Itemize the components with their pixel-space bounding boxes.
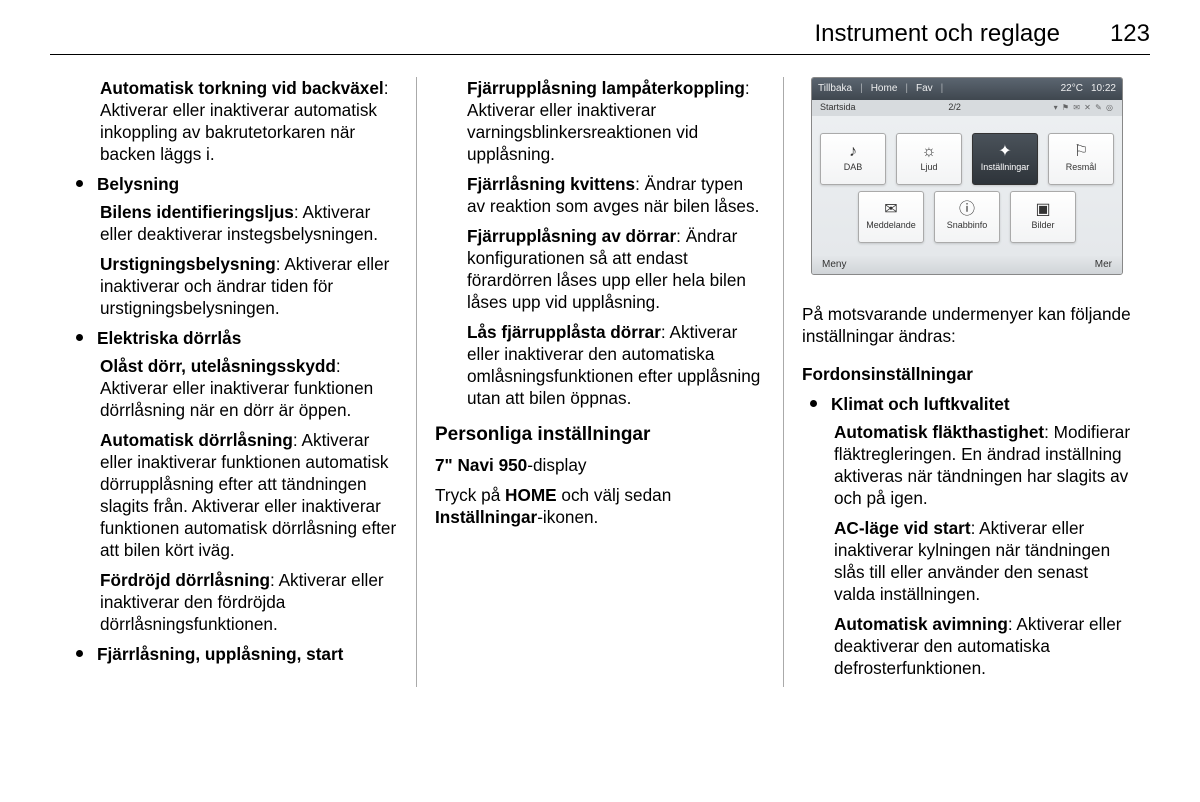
term: Fördröjd dörrlåsning	[100, 570, 270, 590]
tile-label: Resmål	[1066, 162, 1097, 174]
tile-label: DAB	[844, 162, 863, 174]
term: Fjärrupplåsning lampåterkopp­ling	[467, 78, 745, 98]
heading-personliga: Personliga inställningar	[435, 423, 765, 447]
bullet-label: Belysning	[97, 173, 179, 195]
tile-label: Ljud	[920, 162, 937, 174]
para: Automatisk fläkthastighet: Modi­fierar f…	[802, 421, 1132, 509]
term: Olåst dörr, utelåsningsskydd	[100, 356, 336, 376]
para: Olåst dörr, utelåsningsskydd: Aktiverar …	[68, 355, 398, 421]
tile-label: Snabbinfo	[947, 220, 988, 232]
column-1: Automatisk torkning vid backväxel: Aktiv…	[50, 77, 416, 687]
para: Urstigningsbelysning: Aktiverar eller in…	[68, 253, 398, 319]
para: Bilens identifieringsljus: Aktiverar ell…	[68, 201, 398, 245]
tile-label: Meddelande	[866, 220, 916, 232]
para: Fjärrlåsning kvittens: Ändrar typen av r…	[435, 173, 765, 217]
page-header: Instrument och reglage 123	[50, 20, 1150, 55]
tile-icon: ⚐	[1074, 144, 1088, 160]
status-time: 10:22	[1091, 83, 1116, 96]
para: Lås fjärrupplåsta dörrar: Aktive­rar ell…	[435, 321, 765, 409]
tile-icon: ☼	[922, 144, 937, 160]
term: Fjärrlåsning kvittens	[467, 174, 635, 194]
term: Automatisk avimning	[834, 614, 1008, 634]
column-2: Fjärrupplåsning lampåterkopp­ling: Aktiv…	[416, 77, 783, 687]
page-number: 123	[1110, 20, 1150, 48]
nav-back[interactable]: Tillbaka	[818, 83, 852, 96]
para: 7" Navi 950-display	[435, 454, 765, 476]
term: Automatisk fläkthastighet	[834, 422, 1044, 442]
tile-icon: ✉	[884, 202, 897, 218]
infotainment-screenshot: Tillbaka| Home| Fav| 22°C 10:22 Startsid…	[811, 77, 1123, 275]
bullet-dorrlas: Elektriska dörrlås	[68, 327, 398, 349]
tile-icon: ▣	[1035, 202, 1050, 218]
app-grid: ♪ DAB ☼ Ljud ✦ Inställningar ⚐ Resmål ✉ Meddeland…	[812, 116, 1122, 256]
term: Lås fjärrupplåsta dörrar	[467, 322, 661, 342]
term: AC-läge vid start	[834, 518, 971, 538]
bullet-label: Fjärrlåsning, upplåsning, start	[97, 643, 343, 665]
app-tile-meddelande[interactable]: ✉ Meddelande	[858, 191, 924, 243]
desc: -display	[527, 455, 586, 475]
term: Fjärrupplåsning av dörrar	[467, 226, 676, 246]
tile-label: Bilder	[1031, 220, 1054, 232]
page-indicator: 2/2	[948, 102, 961, 114]
bullet-icon	[76, 334, 83, 341]
bullet-icon	[810, 400, 817, 407]
para: Fördröjd dörrlåsning: Aktiverar eller in…	[68, 569, 398, 635]
app-tile-ljud[interactable]: ☼ Ljud	[896, 133, 962, 185]
bullet-icon	[76, 180, 83, 187]
nav-fav[interactable]: Fav	[916, 83, 933, 96]
device-topbar: Tillbaka| Home| Fav| 22°C 10:22	[812, 78, 1122, 100]
column-3: Tillbaka| Home| Fav| 22°C 10:22 Startsid…	[783, 77, 1150, 687]
para: På motsvarande undermenyer kan följande …	[802, 303, 1132, 347]
app-tile-bilder[interactable]: ▣ Bilder	[1010, 191, 1076, 243]
term: Urstigningsbelysning	[100, 254, 276, 274]
term: Automatisk dörrlåsning	[100, 430, 293, 450]
bullet-label: Elektriska dörrlås	[97, 327, 241, 349]
tile-label: Inställningar	[981, 162, 1030, 174]
manual-page: Instrument och reglage 123 Automatisk to…	[0, 0, 1200, 802]
term: Automatisk torkning vid backväxel	[100, 78, 384, 98]
para: Fjärrupplåsning lampåterkopp­ling: Aktiv…	[435, 77, 765, 165]
bullet-klimat: Klimat och luftkvalitet	[802, 393, 1132, 415]
breadcrumb: Startsida	[820, 102, 856, 114]
tile-icon: ✦	[998, 144, 1011, 160]
term: 7" Navi 950	[435, 455, 527, 475]
term: HOME	[505, 485, 557, 505]
tile-icon: ⓘ	[959, 202, 975, 218]
softkey-menu[interactable]: Meny	[822, 259, 846, 272]
section-title: Instrument och reglage	[814, 20, 1059, 48]
term: Inställningar	[435, 507, 537, 527]
app-tile-inställningar[interactable]: ✦ Inställningar	[972, 133, 1038, 185]
bullet-icon	[76, 650, 83, 657]
content-columns: Automatisk torkning vid backväxel: Aktiv…	[50, 77, 1150, 687]
bullet-fjarr: Fjärrlåsning, upplåsning, start	[68, 643, 398, 665]
softkey-more[interactable]: Mer	[1095, 259, 1112, 272]
status-icons: ▾ ⚑ ✉ ✕ ✎ ◎	[1054, 103, 1114, 113]
app-tile-dab[interactable]: ♪ DAB	[820, 133, 886, 185]
nav-home[interactable]: Home	[871, 83, 898, 96]
para: Fjärrupplåsning av dörrar: Ändrar konfig…	[435, 225, 765, 313]
bullet-belysning: Belysning	[68, 173, 398, 195]
app-tile-resmål[interactable]: ⚐ Resmål	[1048, 133, 1114, 185]
para: AC-läge vid start: Aktiverar eller inakt…	[802, 517, 1132, 605]
para: Automatisk torkning vid backväxel: Aktiv…	[68, 77, 398, 165]
para: Automatisk avimning: Aktiverar eller dea…	[802, 613, 1132, 679]
desc: och välj sedan	[557, 485, 672, 505]
app-tile-snabbinfo[interactable]: ⓘ Snabbinfo	[934, 191, 1000, 243]
status-temp: 22°C	[1061, 83, 1083, 96]
device-subbar: Startsida 2/2 ▾ ⚑ ✉ ✕ ✎ ◎	[812, 100, 1122, 116]
desc: Tryck på	[435, 485, 505, 505]
term: Bilens identifieringsljus	[100, 202, 294, 222]
desc: -ikonen.	[537, 507, 598, 527]
para: Tryck på HOME och välj sedan Inställning…	[435, 484, 765, 528]
tile-icon: ♪	[849, 144, 857, 160]
para: Automatisk dörrlåsning: Aktive­rar eller…	[68, 429, 398, 561]
bullet-label: Klimat och luftkvalitet	[831, 393, 1010, 415]
heading-fordon: Fordonsinställningar	[802, 363, 1132, 385]
device-bottombar: Meny Mer	[812, 256, 1122, 274]
